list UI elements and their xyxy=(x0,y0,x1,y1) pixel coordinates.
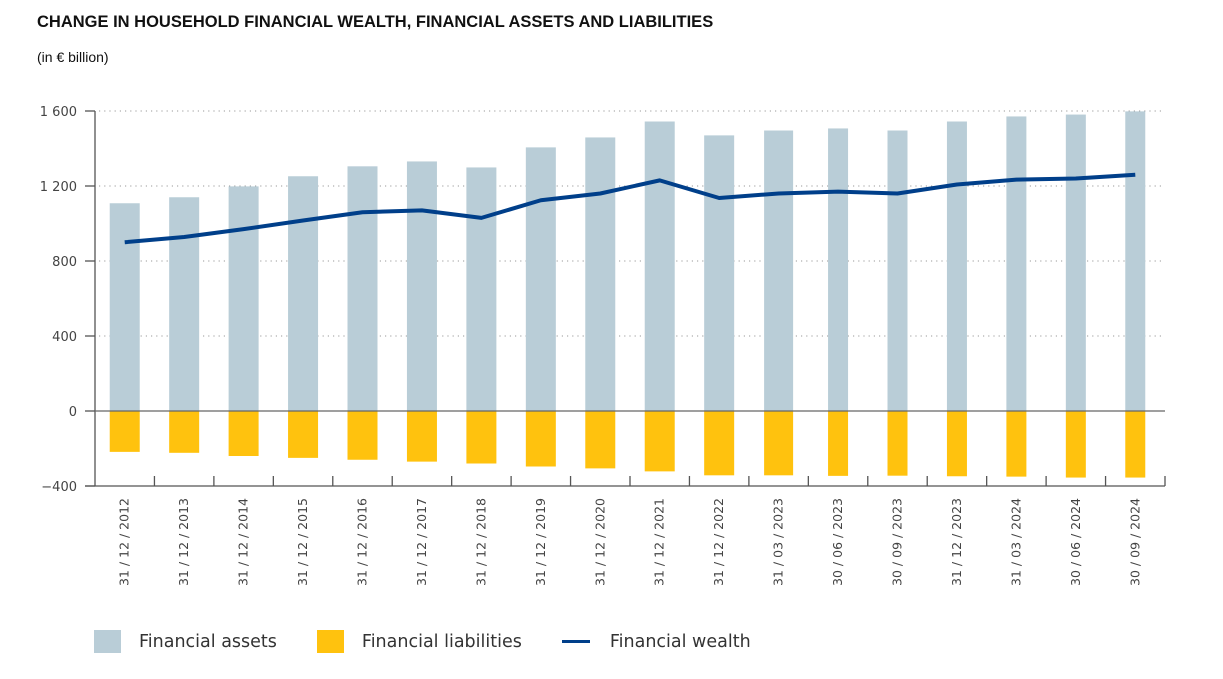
bar-financial-assets xyxy=(1006,116,1027,411)
y-tick-label: 400 xyxy=(52,330,77,345)
bar-financial-assets xyxy=(406,161,437,411)
x-tick-label: 31 / 12 / 2016 xyxy=(355,498,370,586)
y-tick-label: 1 200 xyxy=(40,180,77,195)
bar-financial-liabilities xyxy=(228,411,259,456)
x-tick-label: 31 / 12 / 2019 xyxy=(533,498,548,586)
bar-financial-liabilities xyxy=(704,411,735,476)
bar-financial-assets xyxy=(1065,114,1086,411)
x-tick-label: 31 / 12 / 2015 xyxy=(295,498,310,586)
bar-financial-liabilities xyxy=(585,411,616,469)
axes xyxy=(85,111,1165,487)
bar-financial-assets xyxy=(109,203,140,411)
bar-financial-liabilities xyxy=(1065,411,1086,478)
line-financial-wealth xyxy=(124,172,1136,245)
x-tick-label: 31 / 12 / 2014 xyxy=(236,498,251,586)
legend-swatch-financial-assets xyxy=(94,630,121,653)
legend-item-financial-assets: Financial assets xyxy=(94,630,277,653)
legend: Financial assets Financial liabilities F… xyxy=(94,630,791,653)
bar-financial-assets xyxy=(946,121,967,411)
bar-financial-assets xyxy=(525,147,556,411)
bar-financial-liabilities xyxy=(109,411,140,452)
legend-label-financial-assets: Financial assets xyxy=(139,631,277,652)
legend-item-financial-wealth: Financial wealth xyxy=(561,631,751,652)
chart-subtitle: (in € billion) xyxy=(37,49,109,65)
bar-financial-liabilities xyxy=(644,411,675,472)
x-tick-label: 31 / 12 / 2012 xyxy=(117,498,132,586)
bar-financial-assets xyxy=(644,121,675,411)
x-tick-label: 31 / 12 / 2018 xyxy=(473,498,488,586)
bar-financial-assets xyxy=(228,186,259,411)
bar-financial-assets xyxy=(466,167,497,411)
x-tick-label: 31 / 12 / 2017 xyxy=(414,498,429,586)
bar-financial-assets xyxy=(764,130,794,411)
bar-financial-liabilities xyxy=(887,411,908,476)
bar-financial-assets xyxy=(828,128,849,411)
bar-financial-liabilities xyxy=(525,411,556,467)
legend-label-financial-wealth: Financial wealth xyxy=(609,631,751,652)
legend-label-financial-liabilities: Financial liabilities xyxy=(361,631,522,652)
x-tick-label: 31 / 03 / 2023 xyxy=(771,498,786,586)
bar-financial-assets xyxy=(288,176,319,411)
bar-financial-liabilities xyxy=(946,411,967,477)
bar-financial-assets xyxy=(585,137,616,411)
legend-swatch-financial-wealth xyxy=(561,640,590,643)
x-tick-label: 30 / 09 / 2023 xyxy=(890,498,905,586)
gridlines xyxy=(99,110,1163,337)
bar-financial-liabilities xyxy=(1125,411,1146,478)
x-axis-ticks: 31 / 12 / 2012 31 / 12 / 2013 31 / 12 / 20… xyxy=(117,476,1166,586)
bar-financial-liabilities xyxy=(347,411,378,460)
chart-title: CHANGE IN HOUSEHOLD FINANCIAL WEALTH, FI… xyxy=(37,13,714,31)
bar-financial-assets xyxy=(1125,111,1146,411)
bar-financial-liabilities xyxy=(764,411,794,476)
bar-financial-liabilities xyxy=(169,411,200,453)
x-tick-label: 30 / 09 / 2024 xyxy=(1127,498,1142,586)
x-tick-label: 31 / 12 / 2013 xyxy=(176,498,191,586)
bar-financial-assets xyxy=(887,130,908,411)
x-tick-label: 31 / 12 / 2023 xyxy=(949,498,964,586)
bar-financial-liabilities xyxy=(466,411,497,464)
bar-financial-assets xyxy=(169,197,200,411)
bar-financial-assets xyxy=(704,135,735,411)
x-tick-label: 31 / 03 / 2024 xyxy=(1008,498,1023,586)
bar-financial-liabilities xyxy=(406,411,437,462)
series-financial-liabilities xyxy=(109,411,1146,478)
x-tick-label: 31 / 12 / 2022 xyxy=(711,498,726,586)
series-financial-wealth xyxy=(124,172,1136,245)
y-tick-label: 1 600 xyxy=(40,105,77,120)
legend-item-financial-liabilities: Financial liabilities xyxy=(316,630,522,653)
series-financial-assets xyxy=(109,111,1146,411)
x-tick-label: 30 / 06 / 2024 xyxy=(1068,498,1083,586)
x-tick-label: 31 / 12 / 2021 xyxy=(652,498,667,586)
y-tick-label: 800 xyxy=(52,255,77,270)
legend-swatch-financial-liabilities xyxy=(316,630,344,653)
bar-financial-liabilities xyxy=(288,411,319,458)
x-tick-label: 30 / 06 / 2023 xyxy=(830,498,845,586)
y-tick-label: −400 xyxy=(41,480,77,495)
bar-financial-assets xyxy=(347,166,378,411)
x-tick-label: 31 / 12 / 2020 xyxy=(592,498,607,586)
y-axis-ticks: −400 0 400 800 1 200 1 600 xyxy=(40,105,95,495)
y-tick-label: 0 xyxy=(69,405,77,420)
bar-financial-liabilities xyxy=(828,411,849,476)
bar-financial-liabilities xyxy=(1006,411,1027,477)
